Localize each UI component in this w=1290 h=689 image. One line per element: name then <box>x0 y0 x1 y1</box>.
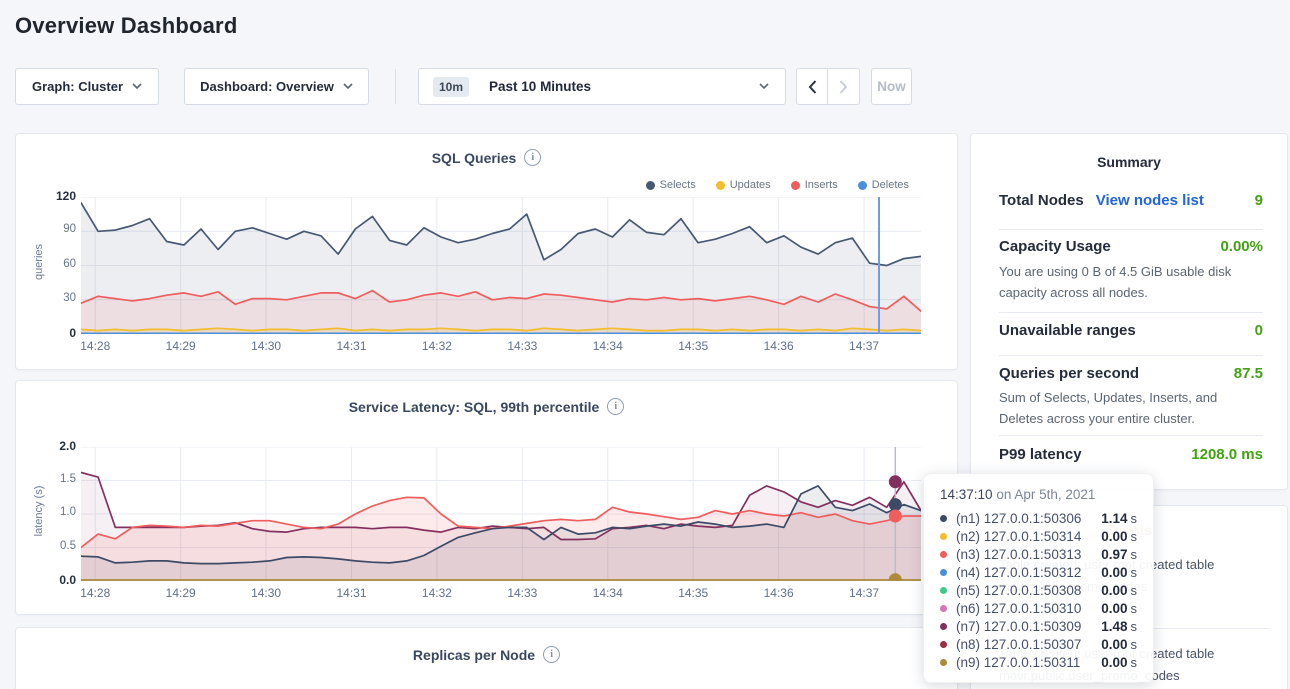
y-axis-ticks: 0.00.51.01.52.0 <box>34 447 76 581</box>
page-title: Overview Dashboard <box>15 13 237 39</box>
capacity-usage-value: 0.00% <box>1220 238 1263 255</box>
info-icon[interactable]: i <box>607 398 624 415</box>
time-range-badge: 10m <box>433 77 469 97</box>
unavailable-ranges-value: 0 <box>1255 322 1263 339</box>
legend-item-inserts[interactable]: Inserts <box>791 179 838 191</box>
series-dot-icon <box>940 533 947 540</box>
graph-dropdown-label: Graph: Cluster <box>32 79 123 94</box>
replicas-per-node-card: Replicas per Node i <box>15 627 958 689</box>
series-dot-icon <box>940 659 947 666</box>
chevron-down-icon <box>759 83 769 90</box>
summary-card: Summary Total Nodes View nodes list 9 Ca… <box>970 133 1288 490</box>
tooltip-row-n3: (n3) 127.0.0.1:50313 0.97s <box>940 545 1137 563</box>
legend-dot-icon <box>791 181 800 190</box>
unavailable-ranges-row: Unavailable ranges 0 <box>999 322 1263 339</box>
dashboard-dropdown[interactable]: Dashboard: Overview <box>184 68 369 105</box>
total-nodes-row: Total Nodes View nodes list 9 <box>999 192 1263 209</box>
queries-per-second-description: Sum of Selects, Updates, Inserts, and De… <box>999 387 1261 429</box>
now-button-label: Now <box>877 79 906 94</box>
tooltip-row-n2: (n2) 127.0.0.1:50314 0.00s <box>940 527 1137 545</box>
chevron-left-icon <box>808 80 817 94</box>
tooltip-timestamp: 14:37:10 on Apr 5th, 2021 <box>940 487 1137 502</box>
chart-hover-tooltip: 14:37:10 on Apr 5th, 2021 (n1) 127.0.0.1… <box>923 473 1154 683</box>
tooltip-row-n8: (n8) 127.0.0.1:50307 0.00s <box>940 635 1137 653</box>
prev-range-button[interactable] <box>796 68 828 105</box>
tooltip-row-n4: (n4) 127.0.0.1:50312 0.00s <box>940 563 1137 581</box>
summary-title: Summary <box>971 154 1287 170</box>
x-axis-ticks: 14:2814:2914:3014:3114:3214:3314:3414:35… <box>81 339 921 355</box>
service-latency-chart <box>81 447 921 581</box>
legend-dot-icon <box>858 181 867 190</box>
sql-queries-card: SQL Queries i Selects Updates Inserts De… <box>15 133 958 370</box>
y-axis-ticks: 0306090120 <box>34 197 76 334</box>
chart-legend: Selects Updates Inserts Deletes <box>646 179 909 191</box>
chart-title: Service Latency: SQL, 99th percentile <box>349 399 600 415</box>
series-dot-icon <box>940 623 947 630</box>
series-dot-icon <box>940 551 947 558</box>
chart-title: SQL Queries <box>432 150 517 166</box>
capacity-usage-row: Capacity Usage 0.00% <box>999 238 1263 255</box>
series-dot-icon <box>940 641 947 648</box>
queries-per-second-row: Queries per second 87.5 <box>999 365 1263 382</box>
total-nodes-value: 9 <box>1255 192 1263 209</box>
time-window-selector[interactable]: 10m Past 10 Minutes <box>418 68 786 105</box>
legend-dot-icon <box>646 181 655 190</box>
tooltip-row-n9: (n9) 127.0.0.1:50311 0.00s <box>940 653 1137 671</box>
chevron-down-icon <box>343 83 353 90</box>
graph-dropdown[interactable]: Graph: Cluster <box>15 68 159 105</box>
legend-item-updates[interactable]: Updates <box>716 179 771 191</box>
series-dot-icon <box>940 605 947 612</box>
time-range-label: Past 10 Minutes <box>489 79 591 94</box>
series-dot-icon <box>940 587 947 594</box>
next-range-button[interactable] <box>828 68 860 105</box>
queries-per-second-value: 87.5 <box>1234 365 1263 382</box>
sql-queries-plot[interactable] <box>81 197 921 334</box>
chevron-down-icon <box>132 83 142 90</box>
tooltip-row-n5: (n5) 127.0.0.1:50308 0.00s <box>940 581 1137 599</box>
chart-title: Replicas per Node <box>413 647 535 663</box>
legend-dot-icon <box>716 181 725 190</box>
series-dot-icon <box>940 569 947 576</box>
sql-queries-chart <box>81 197 921 334</box>
legend-item-deletes[interactable]: Deletes <box>858 179 909 191</box>
legend-item-selects[interactable]: Selects <box>646 179 696 191</box>
series-dot-icon <box>940 515 947 522</box>
capacity-usage-description: You are using 0 B of 4.5 GiB usable disk… <box>999 261 1261 303</box>
tooltip-row-n6: (n6) 127.0.0.1:50310 0.00s <box>940 599 1137 617</box>
overview-dashboard-page: Overview Dashboard Graph: Cluster Dashbo… <box>0 0 1290 689</box>
now-button[interactable]: Now <box>871 68 912 105</box>
service-latency-plot[interactable] <box>81 447 921 581</box>
info-icon[interactable]: i <box>543 646 560 663</box>
p99-latency-value: 1208.0 ms <box>1191 446 1263 463</box>
dashboard-dropdown-label: Dashboard: Overview <box>200 79 334 94</box>
service-latency-card: Service Latency: SQL, 99th percentile i … <box>15 380 958 615</box>
view-nodes-link[interactable]: View nodes list <box>1096 192 1204 209</box>
toolbar-divider <box>395 69 396 104</box>
tooltip-row-n7: (n7) 127.0.0.1:50309 1.48s <box>940 617 1137 635</box>
x-axis-ticks: 14:2814:2914:3014:3114:3214:3314:3414:35… <box>81 586 921 602</box>
chevron-right-icon <box>839 80 848 94</box>
info-icon[interactable]: i <box>524 149 541 166</box>
p99-latency-row: P99 latency 1208.0 ms <box>999 446 1263 463</box>
tooltip-row-n1: (n1) 127.0.0.1:50306 1.14s <box>940 509 1137 527</box>
